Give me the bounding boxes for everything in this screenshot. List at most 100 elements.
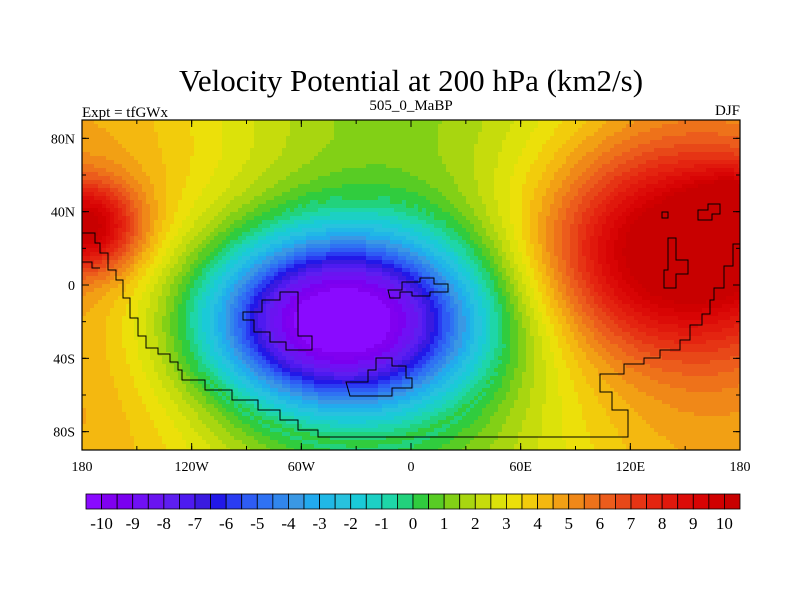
field-cell <box>574 160 579 165</box>
field-cell <box>658 140 663 145</box>
field-cell <box>490 216 495 221</box>
field-cell <box>222 132 227 137</box>
field-cell <box>154 140 159 145</box>
field-cell <box>182 152 187 157</box>
field-cell <box>242 152 247 157</box>
field-cell <box>410 144 415 149</box>
field-cell <box>126 208 131 213</box>
field-cell <box>298 164 303 169</box>
field-cell <box>282 176 287 181</box>
field-cell <box>706 156 711 161</box>
field-cell <box>458 176 463 181</box>
field-cell <box>414 140 419 145</box>
field-cell <box>410 220 415 225</box>
field-cell <box>662 124 667 129</box>
field-cell <box>94 184 99 189</box>
field-cell <box>714 156 719 161</box>
field-cell <box>722 164 727 169</box>
field-cell <box>730 224 735 229</box>
field-cell <box>494 216 499 221</box>
field-cell <box>198 168 203 173</box>
field-cell <box>662 204 667 209</box>
field-cell <box>462 128 467 133</box>
field-cell <box>606 192 611 197</box>
field-cell <box>106 224 111 229</box>
field-cell <box>202 192 207 197</box>
field-cell <box>634 160 639 165</box>
field-cell <box>518 224 523 229</box>
field-cell <box>230 236 235 241</box>
field-cell <box>414 228 419 233</box>
field-cell <box>618 160 623 165</box>
field-cell <box>126 188 131 193</box>
field-cell <box>614 188 619 193</box>
field-cell <box>198 164 203 169</box>
field-cell <box>634 204 639 209</box>
field-cell <box>622 172 627 177</box>
field-cell <box>302 144 307 149</box>
field-cell <box>230 220 235 225</box>
field-cell <box>222 240 227 245</box>
field-cell <box>530 188 535 193</box>
field-cell <box>322 208 327 213</box>
field-cell <box>82 232 87 237</box>
field-cell <box>438 128 443 133</box>
field-cell <box>734 140 739 145</box>
field-cell <box>690 220 695 225</box>
field-cell <box>302 224 307 229</box>
field-cell <box>314 168 319 173</box>
field-cell <box>230 140 235 145</box>
field-cell <box>630 200 635 205</box>
field-cell <box>498 212 503 217</box>
field-cell <box>290 200 295 205</box>
field-cell <box>226 212 231 217</box>
field-cell <box>718 120 723 125</box>
field-cell <box>206 132 211 137</box>
field-cell <box>234 204 239 209</box>
field-cell <box>522 216 527 221</box>
field-cell <box>626 232 631 237</box>
field-cell <box>678 176 683 181</box>
field-cell <box>614 172 619 177</box>
field-cell <box>618 220 623 225</box>
field-cell <box>682 160 687 165</box>
field-cell <box>238 192 243 197</box>
field-cell <box>410 196 415 201</box>
field-cell <box>554 136 559 141</box>
field-cell <box>578 120 583 125</box>
field-cell <box>386 220 391 225</box>
field-cell <box>618 196 623 201</box>
field-cell <box>246 216 251 221</box>
field-cell <box>510 144 515 149</box>
field-cell <box>566 184 571 189</box>
field-cell <box>270 200 275 205</box>
field-cell <box>646 224 651 229</box>
field-cell <box>370 172 375 177</box>
field-cell <box>530 228 535 233</box>
field-cell <box>142 208 147 213</box>
field-cell <box>626 160 631 165</box>
field-cell <box>122 216 127 221</box>
field-cell <box>398 180 403 185</box>
field-cell <box>434 220 439 225</box>
field-cell <box>514 184 519 189</box>
field-cell <box>518 128 523 133</box>
field-cell <box>514 128 519 133</box>
field-cell <box>398 168 403 173</box>
field-cell <box>534 224 539 229</box>
field-cell <box>670 140 675 145</box>
field-cell <box>170 120 175 125</box>
field-cell <box>194 124 199 129</box>
field-cell <box>146 172 151 177</box>
field-cell <box>262 192 267 197</box>
field-cell <box>714 128 719 133</box>
field-cell <box>378 204 383 209</box>
field-cell <box>526 136 531 141</box>
field-cell <box>646 208 651 213</box>
field-cell <box>454 200 459 205</box>
field-cell <box>610 168 615 173</box>
field-cell <box>674 120 679 125</box>
field-cell <box>142 164 147 169</box>
field-cell <box>594 172 599 177</box>
field-cell <box>626 140 631 145</box>
